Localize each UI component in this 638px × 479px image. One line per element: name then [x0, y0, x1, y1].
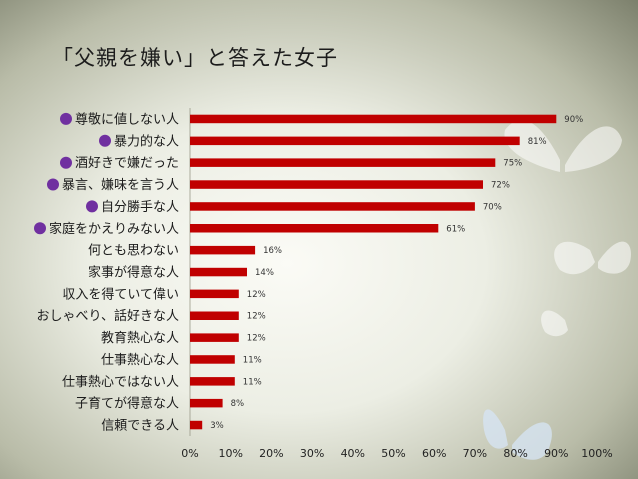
bullet-dot	[99, 134, 111, 147]
x-tick-label: 30%	[300, 447, 324, 460]
bar	[190, 420, 203, 430]
category-label: 信頼できる人	[101, 419, 179, 434]
bar	[190, 224, 439, 233]
bar	[190, 377, 235, 386]
data-label: 16%	[263, 246, 282, 256]
data-label: 90%	[564, 115, 583, 125]
x-tick-label: 80%	[503, 447, 527, 460]
data-label: 11%	[243, 356, 262, 366]
data-label: 11%	[243, 377, 262, 387]
category-label: おしゃべり、話好きな人	[37, 308, 179, 324]
category-label: 自分勝手な人	[101, 200, 179, 215]
x-tick-label: 10%	[218, 447, 242, 460]
data-label: 61%	[446, 224, 465, 234]
bullet-dot	[86, 200, 98, 213]
x-tick-label: 40%	[341, 447, 365, 460]
data-label: 12%	[247, 334, 266, 344]
category-label: 酒好きで嫌だった	[75, 156, 179, 171]
category-label: 尊敬に値しない人	[75, 111, 179, 127]
category-label: 家庭をかえりみない人	[49, 221, 179, 237]
category-label: 子育てが得意な人	[75, 396, 179, 412]
page-title: 「父親を嫌い」と答えた女子	[52, 46, 338, 70]
bar	[190, 202, 475, 211]
data-label: 12%	[247, 290, 266, 300]
bar	[190, 114, 557, 124]
bar	[190, 355, 235, 364]
category-label: 暴言、嫌味を言う人	[62, 178, 179, 193]
bullet-dot	[60, 112, 72, 125]
bar	[190, 398, 223, 408]
category-label: 何とも思わない	[88, 243, 179, 259]
data-label: 75%	[503, 159, 522, 169]
category-label: 仕事熱心な人	[101, 353, 179, 368]
bullet-dot	[60, 156, 72, 169]
data-label: 70%	[483, 202, 502, 212]
bar	[190, 333, 239, 342]
data-label: 14%	[255, 268, 274, 278]
data-label: 12%	[247, 312, 266, 322]
data-label: 3%	[210, 421, 224, 431]
bar	[190, 245, 256, 255]
category-label: 仕事熱心ではない人	[62, 375, 179, 390]
data-label: 8%	[231, 399, 245, 409]
x-tick-label: 50%	[381, 447, 405, 460]
bar	[190, 267, 247, 277]
bar	[190, 136, 520, 146]
category-label: 家事が得意な人	[88, 265, 179, 281]
data-label: 72%	[491, 181, 510, 191]
x-tick-label: 20%	[259, 447, 283, 460]
x-tick-label: 100%	[581, 447, 612, 460]
x-tick-label: 60%	[422, 447, 446, 460]
bar	[190, 158, 496, 167]
bullet-dot	[47, 178, 59, 191]
category-label: 収入を得ていて偉い	[62, 286, 179, 302]
category-label: 暴力的な人	[114, 133, 179, 149]
x-tick-label: 0%	[181, 447, 198, 460]
bar	[190, 180, 483, 189]
x-tick-label: 90%	[544, 447, 568, 460]
category-label: 教育熱心な人	[101, 330, 179, 346]
x-tick-label: 70%	[463, 447, 487, 460]
bullet-dot	[34, 222, 46, 235]
bar	[190, 289, 239, 299]
bar	[190, 311, 239, 320]
data-label: 81%	[528, 137, 547, 147]
